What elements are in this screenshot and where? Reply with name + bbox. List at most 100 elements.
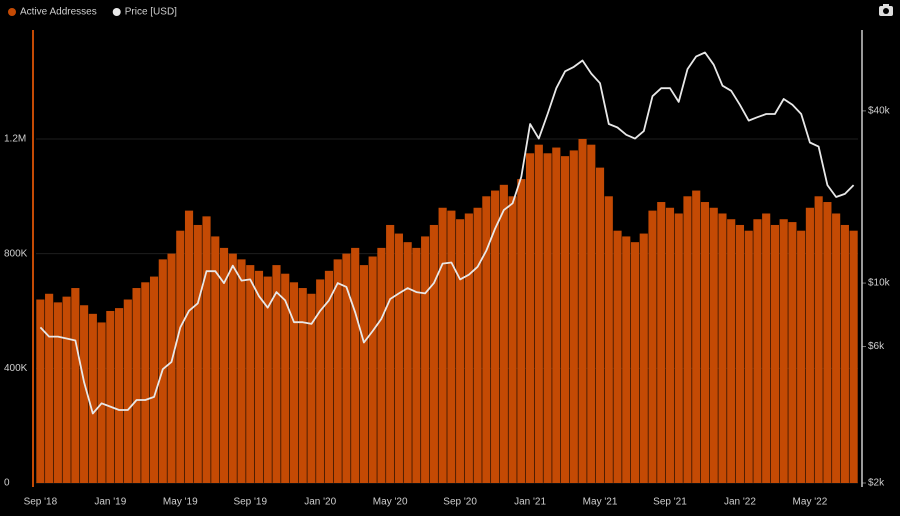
bar: [744, 230, 753, 483]
x-tick-label: May '19: [163, 497, 198, 508]
bar: [692, 190, 701, 484]
bar: [45, 293, 54, 483]
bar: [840, 224, 849, 483]
bar: [805, 207, 814, 483]
bar: [141, 282, 150, 483]
bar: [202, 216, 211, 483]
bar: [281, 273, 290, 483]
bar: [569, 150, 578, 483]
bar: [263, 276, 272, 483]
bar: [762, 213, 771, 484]
y2-tick-label: $2k: [868, 478, 885, 489]
legend-marker: [112, 8, 121, 16]
bar: [237, 259, 246, 483]
bar: [359, 265, 368, 483]
bar: [456, 219, 465, 483]
x-tick-label: May '20: [373, 497, 408, 508]
bar: [517, 179, 526, 483]
bar: [683, 196, 692, 483]
bar: [578, 138, 587, 483]
bar: [534, 144, 543, 484]
bar: [464, 213, 473, 484]
bar: [246, 265, 255, 483]
bar: [106, 310, 115, 483]
bar: [753, 219, 762, 483]
x-tick-label: May '22: [793, 497, 828, 508]
bar: [123, 299, 132, 483]
bar: [613, 230, 622, 483]
bar: [508, 196, 517, 483]
bar: [368, 256, 377, 483]
y2-tick-label: $10k: [868, 278, 891, 289]
bar: [272, 265, 281, 483]
bar: [324, 270, 334, 483]
bar: [421, 236, 430, 483]
legend-label: Active Addresses: [20, 7, 97, 18]
bar: [473, 207, 482, 483]
bar: [526, 153, 535, 484]
bar: [228, 253, 237, 483]
camera-top[interactable]: [883, 4, 889, 7]
bar: [560, 156, 570, 483]
bar: [377, 247, 386, 483]
bar: [167, 253, 176, 483]
bar: [665, 207, 675, 483]
bar: [832, 213, 841, 484]
bar: [307, 293, 316, 483]
y2-tick-label: $40k: [868, 106, 891, 117]
bar: [797, 230, 806, 483]
bar: [132, 288, 141, 483]
bar: [491, 190, 500, 484]
camera-lens[interactable]: [883, 8, 889, 14]
bar: [718, 213, 727, 484]
camera-icon[interactable]: [879, 4, 893, 16]
x-tick-label: Jan '22: [724, 497, 756, 508]
x-tick-label: Sep '18: [24, 497, 58, 508]
legend-marker: [8, 8, 16, 16]
bar: [447, 210, 456, 483]
bar: [700, 202, 710, 483]
price-line: [39, 51, 855, 415]
y2-tick-label: $6k: [868, 341, 885, 352]
bar: [429, 224, 438, 483]
bar: [814, 196, 823, 483]
bar: [403, 242, 412, 483]
x-tick-label: Jan '20: [304, 497, 336, 508]
bar: [80, 305, 89, 483]
y-tick-label: 1.2M: [4, 134, 26, 145]
bar: [604, 196, 613, 483]
bar: [176, 230, 185, 483]
bar: [770, 224, 779, 483]
bar: [499, 184, 508, 483]
bar: [552, 147, 561, 483]
bar: [115, 308, 124, 483]
bar: [219, 247, 229, 483]
bar: [595, 167, 605, 484]
bar: [823, 202, 832, 483]
bar: [587, 144, 596, 484]
bar: [788, 222, 797, 483]
y-tick-label: 0: [4, 478, 10, 489]
bar: [149, 276, 159, 483]
bar: [289, 282, 299, 483]
bar: [62, 296, 71, 483]
y-tick-label: 800K: [4, 248, 28, 259]
bar: [333, 259, 342, 483]
bar: [438, 207, 447, 483]
bar: [622, 236, 631, 483]
bar: [386, 224, 395, 483]
bar: [727, 219, 736, 483]
bar: [254, 270, 264, 483]
bar: [211, 236, 220, 483]
bar: [630, 242, 640, 483]
bar: [88, 313, 97, 483]
bar: [648, 210, 657, 483]
bar: [316, 279, 325, 483]
bar: [193, 224, 202, 483]
legend-label: Price [USD]: [125, 7, 177, 18]
bar: [412, 247, 421, 483]
bar: [543, 153, 552, 484]
x-tick-label: May '21: [583, 497, 618, 508]
